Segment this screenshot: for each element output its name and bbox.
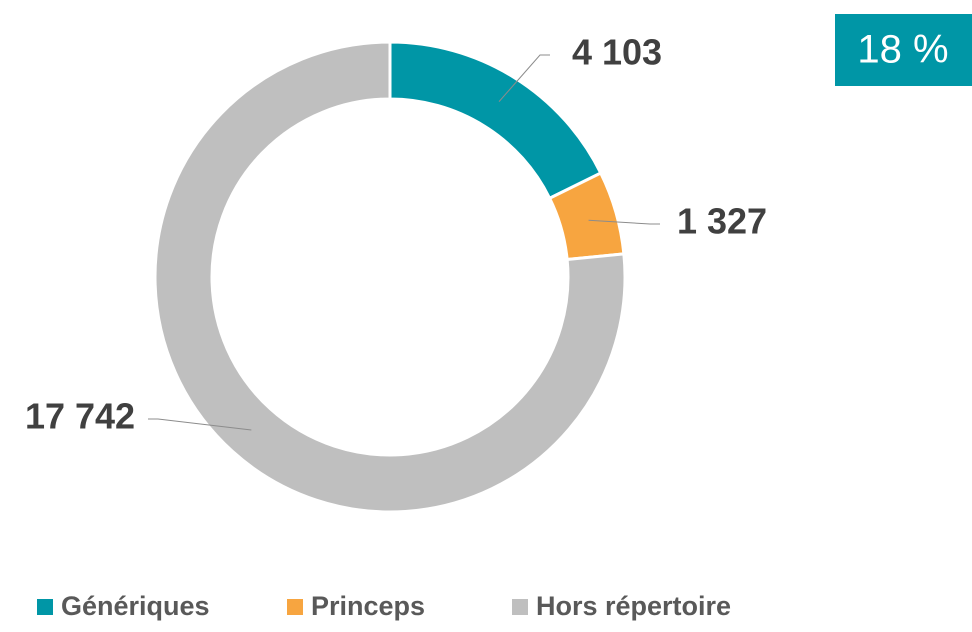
- legend-label: Hors répertoire: [536, 591, 731, 621]
- legend-label: Princeps: [311, 591, 425, 621]
- annotation: 18 %: [857, 28, 948, 72]
- data-label: 17 742: [25, 396, 135, 437]
- data-label: 4 103: [572, 32, 662, 73]
- leader-line: [148, 418, 252, 431]
- legend-label: Génériques: [61, 591, 210, 621]
- donut-segment: [388, 40, 603, 201]
- donut-segment: [153, 40, 627, 514]
- legend-swatch: [37, 599, 53, 615]
- legend-swatch: [512, 599, 528, 615]
- leader-line: [498, 54, 550, 102]
- leader-line: [588, 219, 660, 225]
- data-label: 1 327: [677, 201, 767, 242]
- legend-swatch: [287, 599, 303, 615]
- annotation-box: [835, 14, 972, 86]
